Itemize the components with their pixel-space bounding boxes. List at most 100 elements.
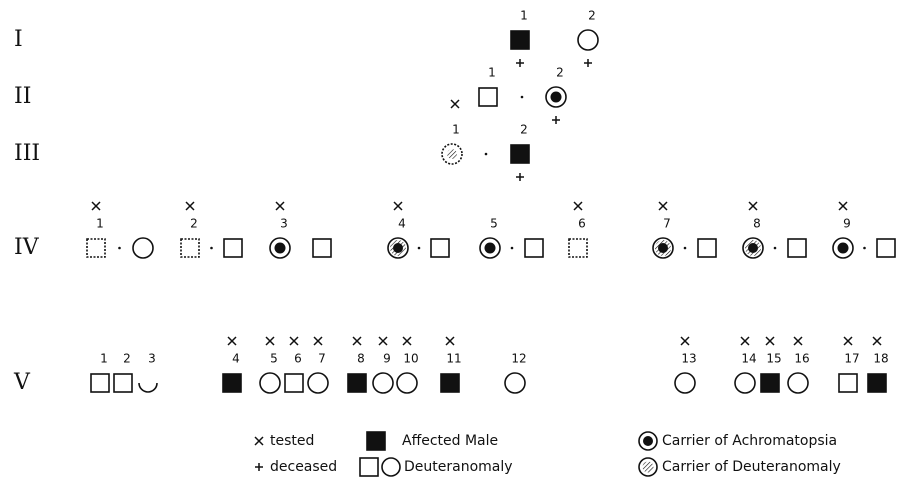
individual-male xyxy=(787,238,807,258)
legend-affected: Affected Male xyxy=(402,433,498,449)
individual-number: 10 xyxy=(403,352,418,366)
tested-mark xyxy=(748,201,758,211)
tested-mark xyxy=(843,336,853,346)
individual-number: 2 xyxy=(588,9,596,23)
individual-female xyxy=(259,372,281,394)
individual-number: 2 xyxy=(520,123,528,137)
individual-male xyxy=(284,373,304,393)
individual-number: 6 xyxy=(578,217,586,231)
tested-mark xyxy=(91,201,101,211)
individual-male xyxy=(430,238,450,258)
individual-number: 2 xyxy=(123,352,131,366)
carrier-inner xyxy=(484,242,496,254)
legend-tested: tested xyxy=(270,433,314,449)
individual-number: 16 xyxy=(794,352,809,366)
individual-female xyxy=(307,372,329,394)
marriage-dot xyxy=(863,246,866,250)
individual-male xyxy=(86,238,106,258)
marriage-dot xyxy=(510,246,514,250)
individual-male xyxy=(760,373,780,393)
individual-female xyxy=(787,372,809,394)
individual-male xyxy=(223,238,243,258)
individual-number: 4 xyxy=(232,352,240,366)
tested-mark xyxy=(352,336,362,346)
carrier-inner xyxy=(748,243,758,253)
tested-mark xyxy=(289,336,299,346)
individual-number: 1 xyxy=(488,66,496,80)
tested-mark xyxy=(402,336,412,346)
individual-number: 18 xyxy=(873,352,888,366)
marriage-dot xyxy=(417,246,421,250)
individual-male xyxy=(312,238,332,258)
legend-deuteranomaly: Deuteranomaly xyxy=(404,459,513,475)
individual-female xyxy=(734,372,756,394)
legend-achro-inner xyxy=(643,436,653,446)
marriage-dot xyxy=(484,152,488,156)
tested-mark xyxy=(573,201,583,211)
individual-male xyxy=(510,144,530,164)
individual-number: 4 xyxy=(398,217,406,231)
individual-male xyxy=(876,238,896,258)
legend-deut-square xyxy=(359,457,379,477)
individual-number: 5 xyxy=(490,217,498,231)
individual-male xyxy=(697,238,717,258)
carrier-inner xyxy=(447,149,457,159)
legend-carrier-deuteranomaly: Carrier of Deuteranomaly xyxy=(662,459,841,475)
individual-male xyxy=(113,373,133,393)
individual-female xyxy=(132,237,154,259)
individual-number: 2 xyxy=(190,217,198,231)
individual-male xyxy=(510,30,530,50)
individual-number: 3 xyxy=(148,352,156,366)
individual-male xyxy=(347,373,367,393)
marriage-dot xyxy=(773,246,777,250)
carrier-inner xyxy=(837,242,849,254)
individual-number: 17 xyxy=(844,352,859,366)
individual-number: 6 xyxy=(294,352,302,366)
carrier-inner xyxy=(393,243,403,253)
individual-number: 1 xyxy=(452,123,460,137)
individual-female xyxy=(372,372,394,394)
individual-number: 12 xyxy=(511,352,526,366)
tested-mark xyxy=(450,99,460,109)
tested-mark xyxy=(393,201,403,211)
individual-number: 7 xyxy=(663,217,671,231)
generation-label: III xyxy=(14,141,40,166)
individual-male xyxy=(440,373,460,393)
generation-label: IV xyxy=(14,235,40,260)
tested-mark xyxy=(658,201,668,211)
generation-label: II xyxy=(14,84,31,109)
individual-male xyxy=(180,238,200,258)
individual-number: 14 xyxy=(741,352,756,366)
individual-number: 11 xyxy=(446,352,461,366)
tested-mark xyxy=(740,336,750,346)
tested-mark xyxy=(872,336,882,346)
individual-male xyxy=(478,87,498,107)
legend-affected-symbol xyxy=(366,431,386,451)
legend-deut-carrier-inner xyxy=(642,461,654,473)
individual-male xyxy=(90,373,110,393)
individual-number: 8 xyxy=(357,352,365,366)
tested-mark xyxy=(275,201,285,211)
tested-mark xyxy=(445,336,455,346)
individual-female xyxy=(138,382,158,393)
individual-number: 9 xyxy=(383,352,391,366)
legend-carrier-achromatopsia: Carrier of Achromatopsia xyxy=(662,433,837,449)
tested-mark xyxy=(838,201,848,211)
tested-mark xyxy=(254,436,264,446)
tested-mark xyxy=(265,336,275,346)
individual-number: 2 xyxy=(556,66,564,80)
individual-number: 5 xyxy=(270,352,278,366)
individual-number: 3 xyxy=(280,217,288,231)
marriage-dot xyxy=(210,246,213,250)
tested-mark xyxy=(313,336,323,346)
individual-female xyxy=(577,29,599,51)
marriage-dot xyxy=(520,95,524,99)
individual-female xyxy=(504,372,526,394)
carrier-inner xyxy=(550,91,562,103)
carrier-inner xyxy=(658,243,668,253)
individual-number: 13 xyxy=(681,352,696,366)
tested-mark xyxy=(793,336,803,346)
individual-number: 9 xyxy=(843,217,851,231)
tested-mark xyxy=(227,336,237,346)
